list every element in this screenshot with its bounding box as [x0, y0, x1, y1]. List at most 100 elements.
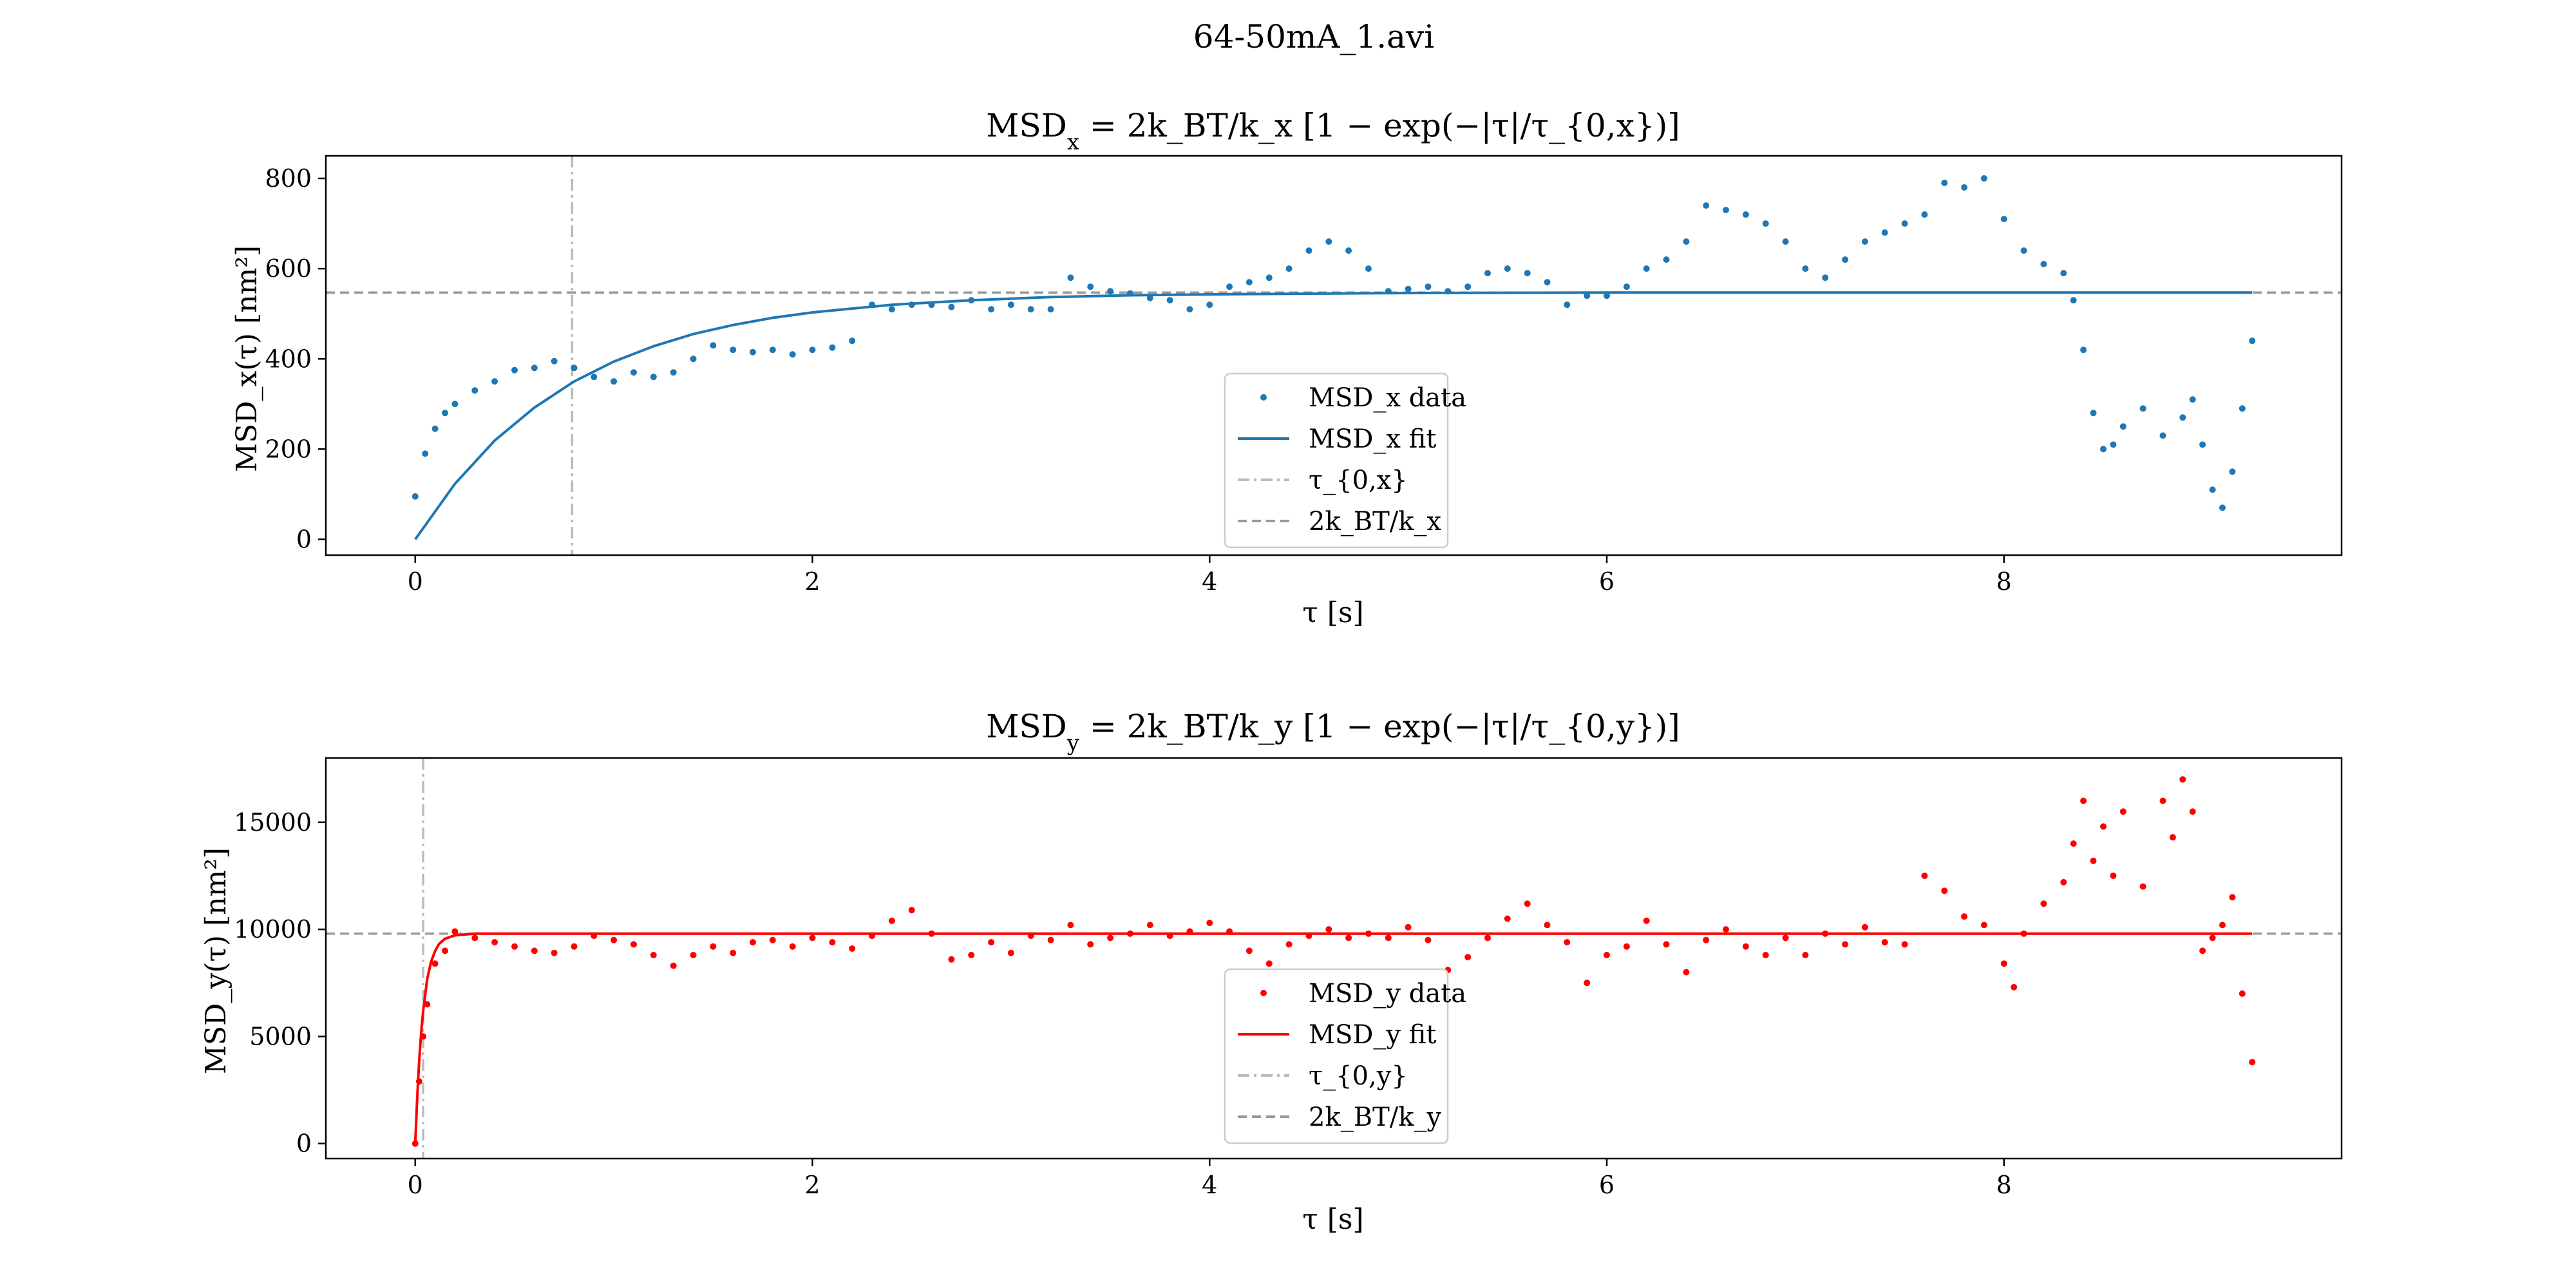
data-point-y: [1107, 934, 1114, 942]
data-point-x: [1027, 306, 1034, 313]
data-point-y: [948, 956, 955, 963]
data-point-x: [2060, 270, 2067, 277]
data-point-x: [2199, 441, 2206, 448]
data-point-y: [511, 943, 518, 950]
y-tick-label: 0: [296, 1130, 312, 1158]
data-point-y: [789, 943, 796, 950]
data-point-y: [1305, 933, 1312, 940]
data-point-y: [1425, 936, 1432, 943]
data-point-x: [2000, 216, 2007, 223]
data-point-y: [551, 949, 558, 956]
data-point-y: [2090, 857, 2097, 864]
data-point-y: [1782, 934, 1789, 942]
data-point-y: [1325, 926, 1332, 933]
x-tick-label: 6: [1599, 1171, 1615, 1199]
data-point-y: [1146, 922, 1153, 929]
data-point-x: [1206, 301, 1213, 308]
data-point-y: [420, 1033, 427, 1040]
data-point-y: [1087, 941, 1094, 948]
y-tick-label: 5000: [249, 1022, 312, 1050]
axes-frame-x: [325, 155, 2343, 556]
subplot-title-y: MSDy = 2k_BT/k_y [1 − exp(−|τ|/τ_{0,y})]: [986, 708, 1680, 756]
data-point-y: [769, 936, 776, 943]
data-point-x: [1107, 288, 1114, 295]
legend-label-plateau-x: 2k_BT/k_x: [1309, 507, 1441, 536]
data-point-y: [611, 936, 618, 943]
data-point-x: [630, 369, 637, 376]
data-point-y: [491, 939, 498, 946]
data-point-y: [2119, 808, 2126, 815]
data-point-x: [1723, 207, 1729, 214]
legend-label-tau-y: τ_{0,y}: [1309, 1061, 1408, 1091]
legend-marker-data-x: [1260, 394, 1267, 401]
data-point-x: [1544, 279, 1551, 286]
data-point-x: [888, 306, 895, 313]
data-point-x: [1980, 175, 1987, 182]
x-tick-label: 8: [1996, 567, 2012, 596]
y-tick-label: 800: [265, 164, 312, 193]
data-point-x: [948, 303, 955, 310]
data-point-x: [809, 346, 816, 354]
data-point-x: [2100, 446, 2107, 453]
x-tick-label: 0: [408, 567, 423, 596]
data-point-y: [1206, 920, 1213, 927]
data-point-y: [1961, 913, 1968, 920]
data-point-x: [1345, 247, 1352, 254]
data-point-x: [2219, 504, 2226, 511]
data-point-x: [1166, 297, 1173, 304]
data-point-y: [1921, 872, 1928, 879]
data-point-x: [1524, 270, 1531, 277]
data-point-y: [1564, 939, 1571, 946]
data-point-y: [2239, 990, 2246, 997]
data-point-y: [424, 1001, 431, 1008]
data-point-x: [1464, 283, 1472, 290]
y-tick-label: 15000: [234, 808, 312, 837]
data-point-y: [1265, 960, 1273, 967]
data-point-x: [511, 366, 518, 374]
data-point-x: [1126, 290, 1133, 297]
data-point-y: [2229, 894, 2236, 901]
data-point-x: [2119, 423, 2126, 430]
data-point-x: [1067, 274, 1074, 281]
x-tick-label: 8: [1996, 1171, 2012, 1199]
data-point-x: [1604, 292, 1610, 299]
data-point-x: [1007, 301, 1014, 308]
data-point-x: [1047, 306, 1054, 313]
legend-x: MSD_x data MSD_x fit τ_{0,x} 2k_BT/k_x: [1224, 372, 1466, 549]
data-point-x: [710, 342, 717, 349]
data-point-y: [1245, 947, 1253, 954]
data-point-y: [1544, 922, 1551, 929]
data-point-x: [1861, 238, 1868, 245]
data-point-x: [1782, 238, 1789, 245]
data-point-y: [1623, 943, 1630, 950]
data-point-y: [1802, 952, 1809, 958]
data-point-y: [1643, 917, 1650, 924]
legend-y: MSD_y data MSD_y fit τ_{0,y} 2k_BT/k_y: [1224, 968, 1466, 1144]
data-point-y: [2070, 840, 2077, 847]
y-axis-label-bottom: MSD_y(τ) [nm²]: [200, 848, 232, 1074]
data-point-x: [451, 401, 459, 408]
fit-curve-y: [413, 932, 2253, 1144]
data-point-x: [1325, 238, 1332, 245]
data-point-x: [690, 355, 697, 363]
legend-label-fit-y: MSD_y fit: [1309, 1020, 1437, 1050]
data-point-x: [491, 378, 498, 385]
data-point-y: [591, 933, 598, 940]
data-point-x: [412, 493, 419, 500]
subplot-msd-x: MSDx = 2k_BT/k_x [1 − exp(−|τ|/τ_{0,x})]…: [231, 107, 2343, 629]
legend-label-plateau-y: 2k_BT/k_y: [1309, 1103, 1441, 1132]
data-point-y: [1385, 934, 1392, 942]
data-point-x: [1802, 265, 1809, 272]
data-point-y: [1166, 933, 1173, 940]
x-axis-label-bottom: τ [s]: [1302, 1203, 1363, 1236]
data-point-x: [2139, 405, 2146, 412]
data-point-x: [2070, 297, 2077, 304]
data-point-y: [1007, 949, 1014, 956]
data-point-y: [431, 960, 439, 967]
x-tick-label: 2: [804, 1171, 820, 1199]
data-point-x: [2209, 486, 2216, 493]
data-point-y: [2139, 883, 2146, 890]
data-point-x: [1444, 288, 1452, 295]
data-point-x: [2090, 410, 2097, 417]
data-point-x: [2020, 247, 2027, 254]
